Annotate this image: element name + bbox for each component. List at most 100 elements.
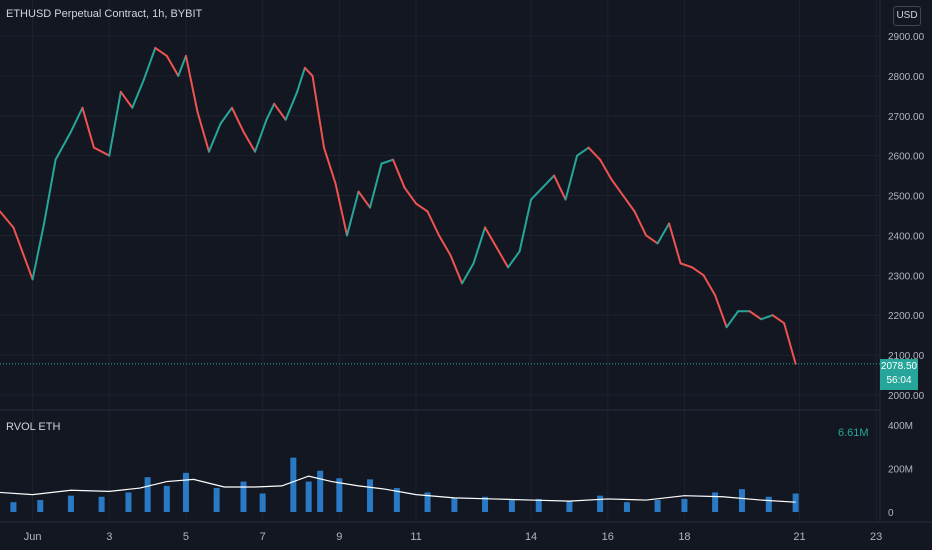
price-segment xyxy=(154,46,168,57)
price-segment xyxy=(12,226,34,281)
price-segment xyxy=(311,74,326,149)
price-segment xyxy=(196,110,210,153)
price-series xyxy=(0,46,797,365)
price-segment xyxy=(43,158,57,225)
price-segment xyxy=(334,182,349,237)
volume-bar xyxy=(98,496,105,512)
price-segment xyxy=(714,294,728,329)
price-segment xyxy=(230,106,245,133)
price-segment xyxy=(265,102,276,121)
price-tick-label: 2200.00 xyxy=(888,311,925,322)
price-tick-label: 2600.00 xyxy=(888,152,925,163)
time-tick-label: 9 xyxy=(336,531,342,543)
time-tick-label: 23 xyxy=(870,531,882,543)
volume-bar xyxy=(451,497,458,512)
price-tick-label: 2000.00 xyxy=(888,391,925,402)
price-segment xyxy=(303,66,314,77)
price-segment xyxy=(0,210,15,229)
price-tick-label: 2300.00 xyxy=(888,271,925,282)
price-segment xyxy=(610,178,625,197)
price-axis-labels: 2000.00 2100.00 2200.00 2300.00 2400.00 2500.… xyxy=(888,32,925,402)
indicator-label[interactable]: RVOL ETH xyxy=(6,421,61,433)
time-tick-label: 18 xyxy=(678,531,690,543)
volume-bar xyxy=(566,501,573,512)
price-segment xyxy=(323,146,337,185)
price-segment xyxy=(702,274,717,297)
price-segment xyxy=(357,190,372,209)
rvol-average-line xyxy=(0,475,796,503)
volume-bar xyxy=(393,488,400,512)
price-segment xyxy=(92,146,111,157)
price-segment xyxy=(725,310,740,329)
price-segment xyxy=(656,222,671,245)
time-tick-label: 5 xyxy=(183,531,189,543)
price-tick-label: 2100.00 xyxy=(888,351,925,362)
price-segment xyxy=(633,210,648,237)
price-segment xyxy=(760,314,774,321)
price-segment xyxy=(668,222,682,265)
volume-bar xyxy=(482,496,489,512)
volume-bar xyxy=(424,492,431,512)
volume-bar xyxy=(10,502,17,512)
volume-bar xyxy=(163,485,170,512)
volume-bar xyxy=(125,492,132,512)
price-segment xyxy=(296,66,306,93)
volume-tick-label: 200M xyxy=(888,465,913,476)
rvol-line xyxy=(0,475,796,503)
symbol-title[interactable]: ETHUSD Perpetual Contract, 1h, BYBIT xyxy=(6,8,203,20)
price-tick-label: 2700.00 xyxy=(888,112,925,123)
price-segment xyxy=(392,158,406,189)
price-segment xyxy=(426,210,441,237)
price-segment xyxy=(403,186,418,205)
time-tick-label: Jun xyxy=(24,531,42,543)
price-segment xyxy=(783,322,797,365)
time-tick-label: 3 xyxy=(106,531,112,543)
price-segment xyxy=(165,54,180,77)
price-segment xyxy=(108,90,122,157)
currency-button[interactable]: USD xyxy=(893,6,921,26)
price-segment xyxy=(679,262,694,269)
price-segment xyxy=(119,90,134,109)
volume-bar xyxy=(144,477,151,512)
volume-bar xyxy=(508,500,515,512)
volume-bar xyxy=(336,478,343,512)
volume-bar xyxy=(765,496,772,512)
price-segment xyxy=(599,158,613,181)
volume-bar xyxy=(535,498,542,512)
volume-axis-labels: 0 200M 400M xyxy=(888,421,913,519)
price-segment xyxy=(771,314,786,325)
time-tick-label: 7 xyxy=(260,531,266,543)
price-segment xyxy=(495,246,510,269)
volume-tick-label: 0 xyxy=(888,508,894,519)
time-tick-label: 11 xyxy=(410,531,421,543)
price-segment xyxy=(184,54,199,113)
volume-bar xyxy=(213,488,220,512)
price-segment xyxy=(31,222,46,281)
price-segment xyxy=(576,146,590,157)
time-axis-labels: Jun 3 5 7 9 11 14 16 18 21 23 xyxy=(24,531,883,543)
volume-series xyxy=(10,457,799,512)
price-segment xyxy=(131,78,145,109)
price-segment xyxy=(438,234,452,257)
price-segment xyxy=(541,174,556,189)
price-segment xyxy=(369,162,383,209)
price-segment xyxy=(507,250,521,269)
price-segment xyxy=(622,194,636,213)
price-segment xyxy=(177,54,187,77)
price-segment xyxy=(472,226,487,265)
volume-bar xyxy=(681,498,688,512)
price-segment xyxy=(346,190,360,237)
price-segment xyxy=(142,46,157,81)
last-price-value: 2078.50 xyxy=(880,361,918,372)
volume-bar xyxy=(240,481,247,512)
volume-bar xyxy=(623,502,630,512)
price-segment xyxy=(691,266,705,277)
price-segment xyxy=(54,130,72,161)
time-tick-label: 16 xyxy=(602,531,614,543)
grid xyxy=(0,0,880,522)
price-segment xyxy=(253,118,268,153)
price-tick-label: 2400.00 xyxy=(888,231,925,242)
price-segment xyxy=(564,154,579,201)
